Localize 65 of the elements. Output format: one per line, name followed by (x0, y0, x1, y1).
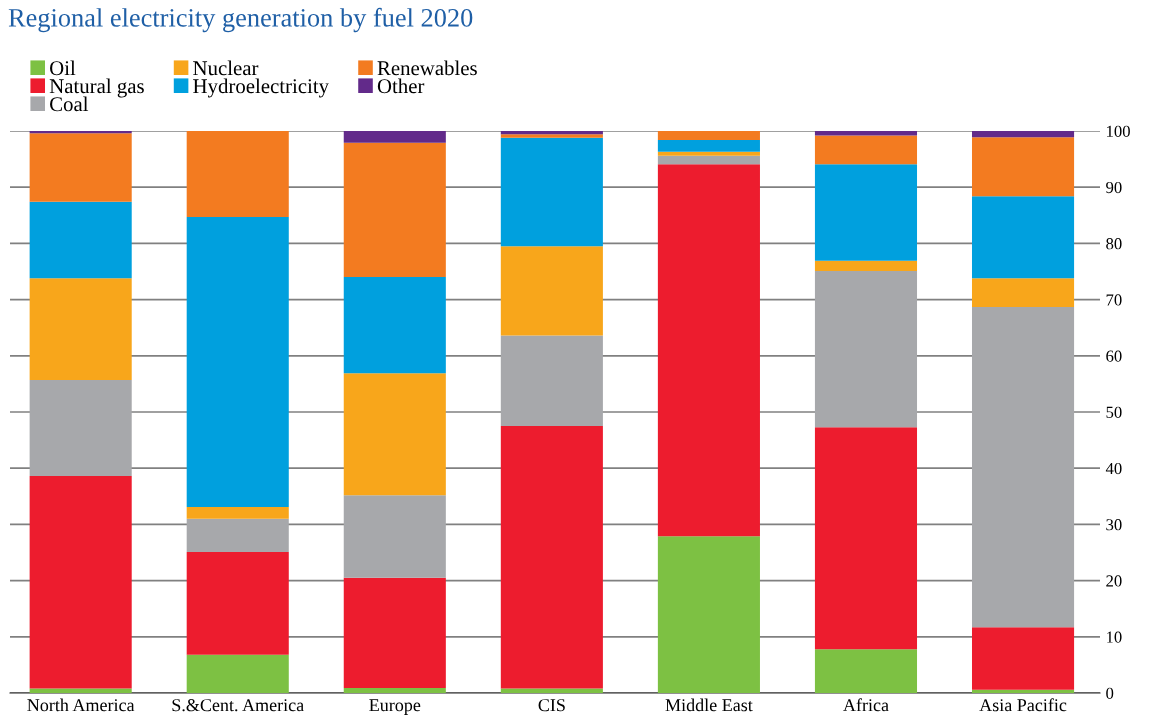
y-tick-label: 60 (1106, 350, 1122, 362)
bar (814, 260, 918, 271)
y-tick-label: 80 (1106, 238, 1122, 250)
y-tick-label: 10 (1107, 631, 1122, 643)
legend-label: Hydroelectricity (193, 78, 329, 98)
bar (343, 577, 446, 688)
bar (972, 137, 1075, 197)
bar (186, 216, 289, 507)
bar (186, 131, 289, 217)
x-tick-label: Middle East (665, 698, 753, 712)
bar (343, 373, 446, 496)
x-tick-label: S.&Cent. America (172, 699, 304, 712)
bar (343, 277, 446, 374)
x-tick-label: North America (27, 698, 135, 712)
bar (972, 278, 1075, 307)
bar (29, 476, 132, 689)
bar (29, 133, 132, 202)
bar (657, 131, 760, 140)
bar (657, 536, 760, 693)
bar (343, 687, 446, 693)
y-tick-label: 50 (1106, 406, 1122, 418)
bar (972, 306, 1075, 628)
bar (186, 654, 289, 693)
bar (972, 627, 1075, 690)
y-tick-label: 20 (1106, 575, 1122, 587)
bar (814, 270, 918, 428)
x-tick-label: Africa (843, 698, 889, 712)
chart-title: Regional electricity generation by fuel 2020 (8, 7, 473, 33)
bar (814, 427, 918, 650)
y-tick-label: 90 (1106, 181, 1122, 194)
bar (343, 495, 446, 578)
legend-label: Nuclear (193, 60, 259, 76)
bar (500, 246, 603, 336)
x-tick-label: Europe (369, 699, 421, 715)
legend-label: Coal (50, 96, 89, 112)
bar (657, 151, 760, 156)
legend-label: Oil (50, 60, 76, 76)
bar (186, 518, 289, 552)
bar (657, 139, 760, 152)
bar (29, 201, 132, 279)
x-tick-label: Asia Pacific (979, 698, 1067, 712)
legend-label: Renewables (377, 60, 477, 76)
bar (186, 551, 289, 655)
bar (500, 426, 603, 689)
y-tick-label: 40 (1105, 462, 1122, 475)
y-tick-label: 30 (1106, 519, 1122, 531)
y-tick-label: 70 (1106, 294, 1122, 306)
bar (500, 335, 603, 427)
bar (343, 142, 446, 278)
bar (814, 135, 918, 165)
bar (29, 379, 132, 477)
bar (29, 278, 132, 380)
bar (972, 131, 1075, 138)
bar (500, 137, 603, 247)
legend-label: Other (377, 78, 425, 94)
bar (814, 164, 918, 261)
bar (657, 164, 760, 537)
y-tick-label: 100 (1107, 125, 1130, 137)
bar (343, 131, 446, 143)
bar (657, 155, 760, 165)
bar (972, 196, 1075, 279)
y-tick-label: 0 (1106, 687, 1114, 699)
x-tick-label: CIS (538, 699, 565, 712)
bar (186, 506, 289, 519)
bar (814, 649, 918, 693)
